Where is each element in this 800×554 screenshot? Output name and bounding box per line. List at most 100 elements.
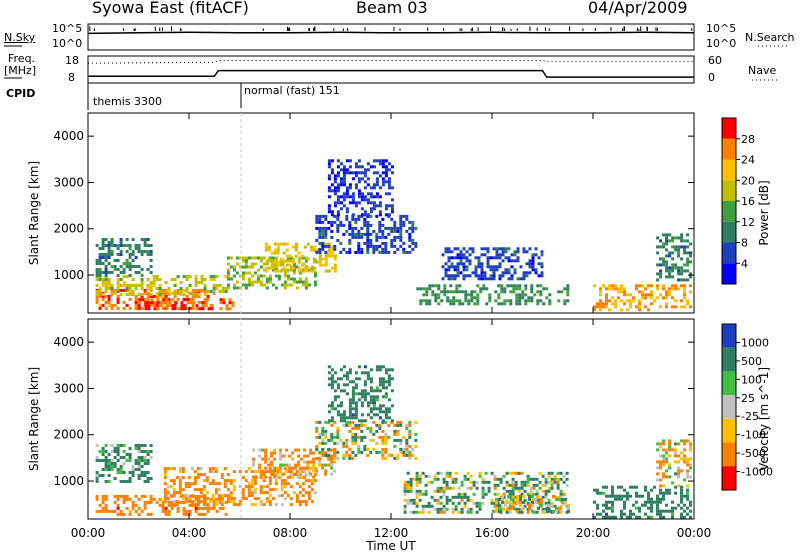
- heatmap-cell: [471, 250, 475, 254]
- heatmap-cell: [665, 503, 668, 507]
- heatmap-cell: [119, 512, 123, 516]
- heatmap-cell: [665, 239, 669, 243]
- heatmap-cell: [514, 471, 518, 475]
- heatmap-cell: [659, 454, 663, 458]
- heatmap-cell: [445, 480, 449, 484]
- heatmap-cell: [125, 459, 129, 462]
- heatmap-cell: [415, 504, 419, 508]
- heatmap-cell: [366, 226, 370, 230]
- heatmap-cell: [472, 492, 476, 496]
- heatmap-cell: [487, 480, 491, 484]
- heatmap-cell: [205, 497, 209, 501]
- heatmap-cell: [289, 503, 293, 507]
- heatmap-cell: [366, 447, 370, 451]
- heatmap-cell: [321, 229, 325, 233]
- heatmap-cell: [306, 454, 310, 458]
- heatmap-cell: [238, 470, 242, 474]
- heatmap-cell: [291, 266, 295, 270]
- heatmap-cell: [297, 257, 301, 261]
- heatmap-cell: [605, 293, 608, 297]
- heatmap-cell: [300, 457, 304, 461]
- velocity-colorbar-label: Velocity [m s^-1]: [757, 367, 771, 471]
- heatmap-cell: [292, 268, 296, 272]
- heatmap-cell: [566, 287, 570, 291]
- heatmap-cell: [689, 305, 692, 309]
- heatmap-cell: [608, 308, 611, 312]
- heatmap-cell: [556, 483, 560, 487]
- heatmap-cell: [510, 274, 514, 278]
- heatmap-cell: [116, 503, 120, 507]
- heatmap-cell: [222, 298, 226, 302]
- heatmap-cell: [143, 462, 147, 465]
- heatmap-cell: [321, 453, 325, 457]
- heatmap-cell: [403, 483, 407, 487]
- heatmap-cell: [396, 226, 400, 230]
- x-tick-label: 00:00: [71, 526, 106, 540]
- heatmap-cell: [387, 377, 391, 381]
- heatmap-cell: [138, 301, 142, 305]
- heatmap-cell: [273, 469, 277, 473]
- heatmap-cell: [506, 284, 510, 288]
- heatmap-cell: [128, 287, 132, 290]
- heatmap-cell: [511, 495, 515, 499]
- heatmap-cell: [508, 483, 512, 487]
- heatmap-cell: [158, 284, 162, 287]
- heatmap-cell: [415, 474, 419, 478]
- heatmap-cell: [288, 454, 292, 458]
- heatmap-cell: [185, 278, 189, 281]
- heatmap-cell: [638, 515, 641, 519]
- heatmap-cell: [540, 250, 544, 254]
- heatmap-cell: [318, 420, 322, 424]
- heatmap-cell: [453, 274, 457, 278]
- heatmap-cell: [405, 214, 409, 218]
- heatmap-cell: [387, 410, 391, 414]
- heatmap-cell: [327, 244, 331, 248]
- heatmap-cell: [324, 232, 328, 236]
- heatmap-cell: [541, 495, 545, 499]
- heatmap-cell: [475, 510, 479, 514]
- x-tick-label: 16:00: [475, 526, 510, 540]
- heatmap-cell: [185, 294, 189, 298]
- heatmap-cell: [475, 486, 479, 490]
- heatmap-cell: [146, 471, 150, 474]
- heatmap-cell: [363, 210, 367, 214]
- heatmap-cell: [523, 498, 527, 502]
- heatmap-cell: [443, 284, 447, 288]
- heatmap-cell: [507, 506, 510, 510]
- heatmap-cell: [399, 420, 403, 424]
- heatmap-cell: [268, 280, 272, 284]
- heatmap-cell: [143, 474, 147, 477]
- heatmap-cell: [351, 198, 355, 202]
- heatmap-cell: [165, 304, 169, 308]
- heatmap-cell: [626, 491, 629, 495]
- heatmap-cell: [507, 247, 511, 251]
- heatmap-cell: [95, 456, 99, 459]
- heatmap-cell: [306, 266, 310, 270]
- heatmap-cell: [384, 192, 388, 196]
- heatmap-cell: [451, 501, 455, 505]
- heatmap-cell: [617, 287, 620, 291]
- heatmap-cell: [194, 284, 198, 287]
- heatmap-cell: [402, 450, 406, 454]
- heatmap-cell: [366, 229, 370, 233]
- heatmap-cell: [644, 500, 647, 504]
- heatmap-cell: [175, 500, 179, 504]
- heatmap-cell: [496, 507, 500, 511]
- heatmap-cell: [520, 510, 524, 514]
- heatmap-cell: [307, 497, 311, 501]
- heatmap-cell: [179, 281, 183, 284]
- heatmap-cell: [537, 500, 540, 504]
- heatmap-cell: [321, 466, 325, 470]
- heatmap-cell: [273, 451, 277, 455]
- heatmap-cell: [519, 500, 522, 504]
- heatmap-cell: [330, 383, 334, 387]
- heatmap-cell: [437, 293, 441, 297]
- heatmap-cell: [256, 277, 260, 281]
- heatmap-cell: [665, 266, 669, 270]
- heatmap-cell: [119, 250, 123, 253]
- heatmap-cell: [247, 485, 251, 489]
- heatmap-cell: [110, 462, 114, 465]
- heatmap-cell: [381, 377, 385, 381]
- heatmap-cell: [522, 271, 526, 275]
- heatmap-cell: [516, 259, 520, 263]
